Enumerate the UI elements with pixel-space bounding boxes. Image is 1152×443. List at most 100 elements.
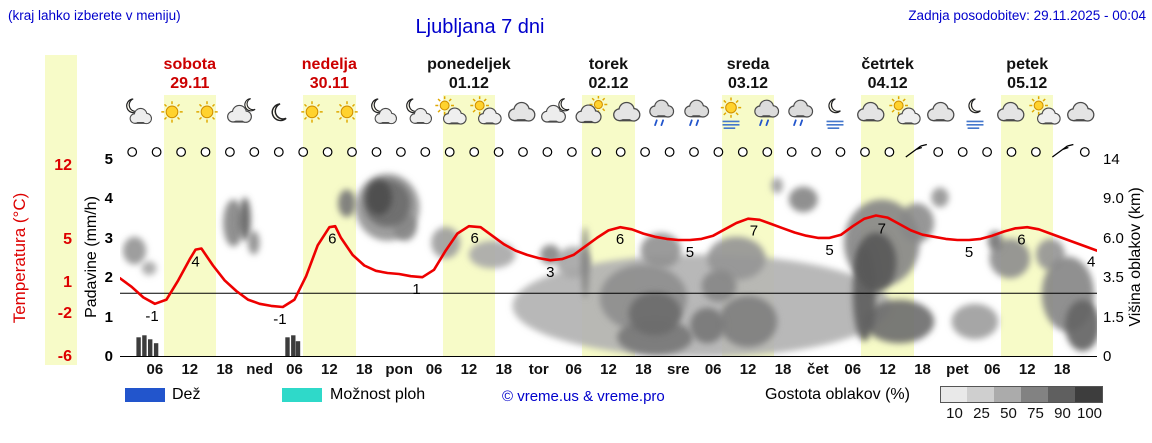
svg-text:1: 1: [412, 281, 420, 298]
svg-text:-1: -1: [145, 308, 158, 325]
x-tick-label: 18: [355, 361, 373, 378]
day-name: torek: [588, 56, 629, 73]
x-tick-label: 12: [1018, 361, 1036, 378]
x-tick-label: 12: [600, 361, 617, 378]
cloud-drizzle-icon: [782, 96, 818, 132]
day-header: torek 02.12: [539, 55, 679, 93]
svg-text:7: 7: [878, 221, 886, 238]
temp-tick-label: -2: [57, 305, 72, 323]
day-name: četrtek: [861, 56, 914, 73]
svg-text:6: 6: [616, 231, 624, 248]
temp-tick-label: 12: [54, 156, 72, 174]
day-header: četrtek 04.12: [818, 55, 958, 93]
sun-icon: [154, 96, 190, 132]
svg-text:7: 7: [750, 223, 758, 240]
precip-axis-label: Padavine (mm/h): [83, 196, 100, 318]
precip-tick-label: 4: [104, 190, 113, 208]
daylight-band: [163, 95, 216, 357]
x-tick-label: 18: [635, 361, 652, 378]
svg-text:3: 3: [546, 264, 554, 281]
x-tick-label: 06: [565, 361, 582, 378]
day-header: sobota 29.11: [120, 55, 260, 93]
density-scale-segment: [967, 386, 995, 403]
x-tick-label: 18: [914, 361, 931, 378]
sun-icon: [189, 96, 225, 132]
svg-text:5: 5: [965, 244, 973, 261]
x-tick-label: 06: [983, 361, 1001, 378]
x-tick-label: pon: [385, 361, 413, 378]
density-scale-value: 75: [1027, 405, 1044, 422]
x-tick-label: 06: [425, 361, 443, 378]
sun-cloud-icon: [1027, 96, 1063, 132]
day-header: ponedeljek 01.12: [399, 55, 539, 93]
sun-icon: [294, 96, 330, 132]
precip-tick-label: 2: [104, 269, 113, 287]
day-date: 02.12: [588, 75, 629, 92]
showers-legend-label: Možnost ploh: [330, 386, 426, 403]
cloudheight-axis-label: Višina oblakov (km): [1127, 187, 1144, 327]
cloud-icon: [852, 96, 888, 132]
svg-text:4: 4: [1087, 254, 1095, 271]
temp-tick-label: 1: [63, 273, 72, 291]
day-headers: sobota 29.11 nedelja 30.11 ponedeljek 01.12 to…: [120, 55, 1097, 95]
cloud-drizzle-icon: [748, 96, 784, 132]
day-name: petek: [1006, 56, 1049, 73]
precip-tick-label: 1: [104, 308, 113, 326]
sun-cloud-icon: [468, 96, 504, 132]
x-tick-label: pet: [946, 361, 969, 378]
showers-legend-swatch: [282, 388, 322, 402]
cloud-drizzle-icon: [678, 96, 714, 132]
left-highlight-strip: [45, 55, 77, 365]
svg-text:6: 6: [471, 230, 479, 247]
cloud-icon: [992, 96, 1028, 132]
x-tick-label: tor: [528, 361, 549, 378]
x-tick-label: čet: [807, 361, 829, 378]
sun-icon: [329, 96, 365, 132]
cloud-icon: [922, 96, 958, 132]
temp-tick-label: -6: [57, 348, 72, 365]
copyright-link[interactable]: © vreme.us & vreme.pro: [502, 388, 665, 405]
day-date: 30.11: [309, 75, 349, 92]
moon-fog-icon: [957, 96, 993, 132]
temperature-axis-label: Temperatura (°C): [10, 192, 29, 324]
cloudheight-tick-label: 9.0: [1103, 190, 1124, 208]
cloud-moon-icon: [538, 96, 574, 132]
day-name: sobota: [163, 56, 216, 73]
svg-text:5: 5: [825, 242, 833, 259]
precip-tick-label: 5: [104, 151, 113, 168]
x-tick-label: ned: [246, 361, 273, 378]
density-scale-segment: [994, 386, 1022, 403]
x-tick-label: 12: [739, 361, 757, 378]
svg-text:6: 6: [1017, 232, 1025, 249]
cloud-drizzle-icon: [643, 96, 679, 132]
cloudcover-symbols-row: [120, 143, 1097, 161]
day-name: nedelja: [301, 56, 357, 73]
x-tick-label: 06: [146, 361, 164, 378]
density-scale-segment: [1048, 386, 1076, 403]
day-date: 29.11: [170, 75, 210, 92]
weather-icons-row: [119, 95, 1097, 136]
cloud-icon: [608, 96, 644, 132]
moon-fog-icon: [817, 96, 853, 132]
density-scale-segment: [1021, 386, 1049, 403]
svg-text:5: 5: [686, 244, 694, 261]
svg-text:4: 4: [191, 254, 199, 271]
cloud-sun-icon: [573, 95, 609, 132]
day-header: sreda 03.12: [678, 55, 818, 93]
svg-text:6: 6: [328, 231, 336, 248]
moon-cloud-icon: [119, 96, 155, 132]
cloudheight-tick-label: 1.5: [1103, 308, 1124, 326]
cloud-icon: [503, 96, 539, 132]
cloudheight-tick-label: 0: [1103, 348, 1112, 365]
day-header: petek 05.12: [957, 55, 1097, 93]
cloud-moon-icon: [224, 96, 260, 132]
precip-tick-label: 3: [104, 229, 113, 247]
day-date: 03.12: [728, 75, 769, 92]
x-tick-label: 12: [321, 361, 338, 378]
x-tick-label: 18: [495, 361, 513, 378]
svg-text:-1: -1: [273, 311, 286, 328]
cloudheight-tick-label: 14: [1103, 151, 1120, 168]
rain-legend-label: Dež: [172, 386, 201, 403]
x-tick-label: sre: [667, 361, 690, 378]
